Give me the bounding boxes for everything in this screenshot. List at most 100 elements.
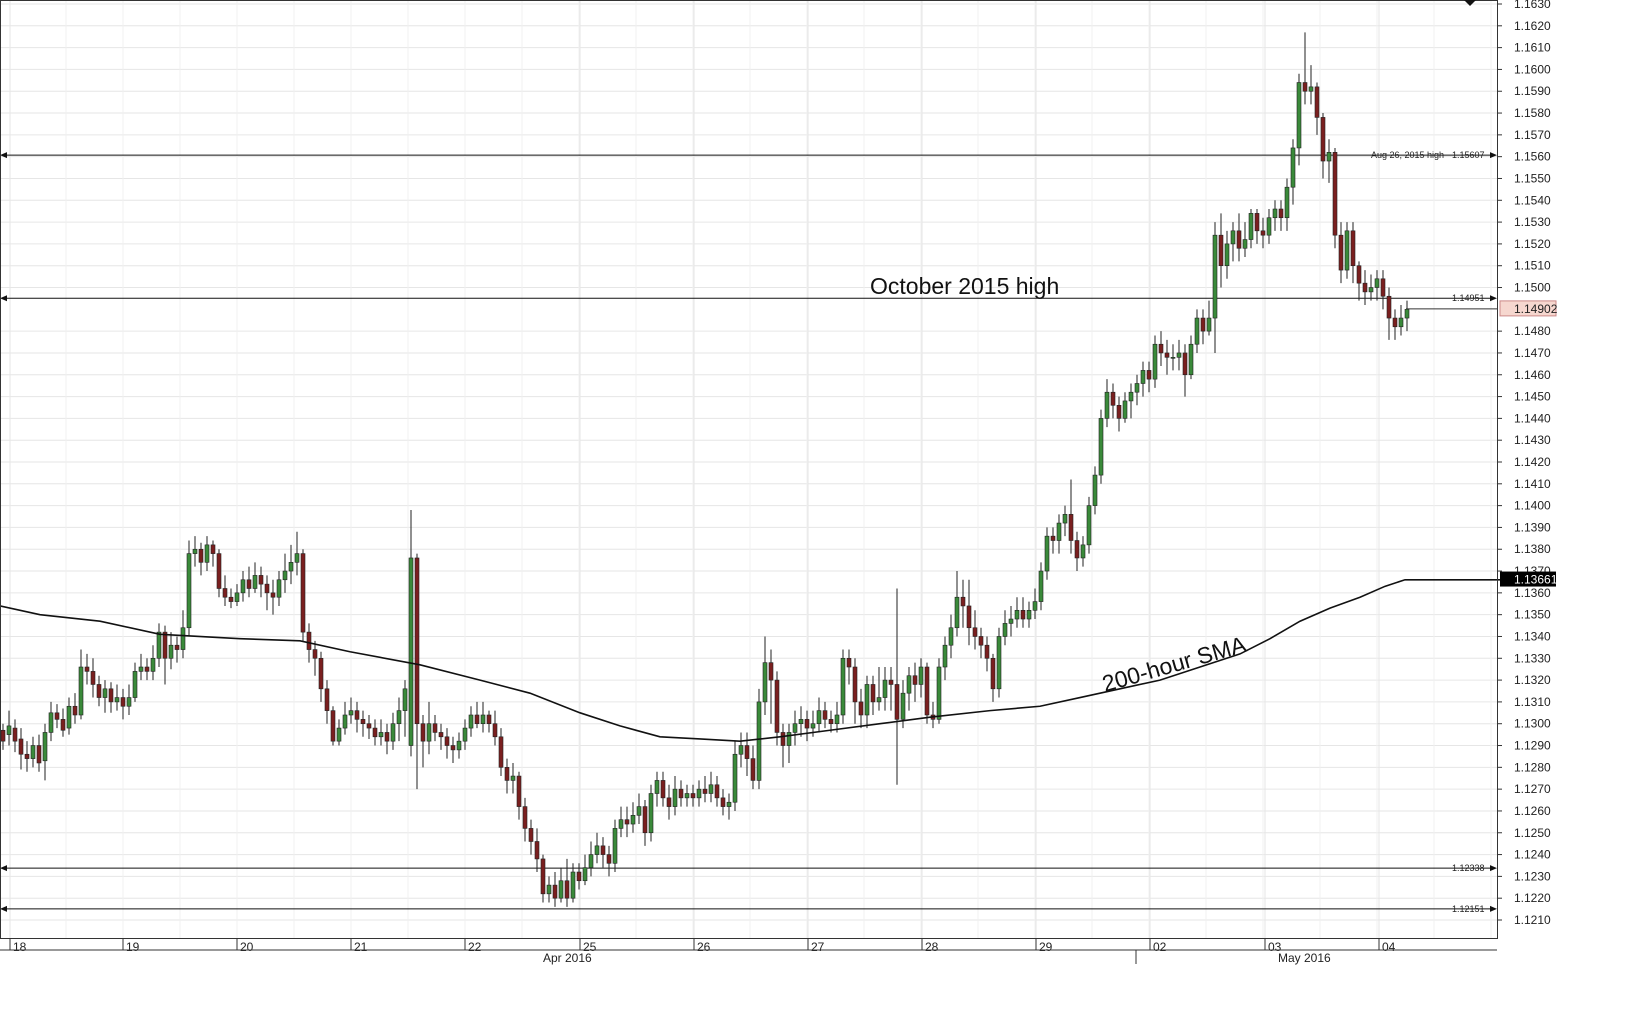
- candle-body: [546, 884, 552, 895]
- candle-body: [882, 679, 888, 698]
- candle-body: [1356, 265, 1362, 284]
- level-value-label: 1.14951: [1452, 293, 1485, 303]
- candle-body: [1080, 544, 1086, 559]
- candle-body: [912, 675, 918, 685]
- candle-body: [684, 793, 690, 799]
- candle-body: [1158, 343, 1164, 354]
- candle-body: [198, 548, 204, 563]
- candle-body: [906, 675, 912, 694]
- candle-body: [612, 828, 618, 864]
- y-tick-label: 1.1280: [1514, 760, 1551, 774]
- candle-body: [516, 775, 522, 807]
- horizontal-levels: 1.15607 Aug 26, 2015 high 1.14951 1.12338 1.…: [0, 150, 1497, 914]
- candle-body: [186, 553, 192, 629]
- candle-body: [1026, 610, 1032, 620]
- y-tick-label: 1.1400: [1514, 499, 1551, 513]
- candle-body: [768, 662, 774, 681]
- y-tick-label: 1.1230: [1514, 869, 1551, 883]
- plot-frame: [0, 0, 1498, 939]
- candle-body: [708, 784, 714, 794]
- level-arrow-left: [0, 865, 7, 872]
- level-value-label: 1.15607: [1452, 150, 1485, 160]
- candle-body: [1296, 82, 1302, 149]
- candle-body: [1056, 522, 1062, 541]
- month-label: May 2016: [1278, 951, 1331, 965]
- sma-200-line: [0, 578, 1500, 742]
- candle-body: [1236, 230, 1242, 249]
- candle-body: [468, 714, 474, 729]
- candle-body: [1284, 186, 1290, 219]
- candle-body: [90, 671, 96, 685]
- candle-body: [984, 644, 990, 659]
- y-tick-label: 1.1450: [1514, 390, 1551, 404]
- candle-body: [738, 745, 744, 755]
- candle-body: [798, 719, 804, 725]
- candle-body: [1170, 357, 1176, 359]
- candle-body: [918, 666, 924, 685]
- candle-body: [180, 627, 186, 650]
- candle-body: [168, 644, 174, 659]
- y-tick-label: 1.1330: [1514, 651, 1551, 665]
- candle-body: [138, 666, 144, 672]
- candle-body: [294, 553, 300, 563]
- candle-body: [792, 723, 798, 733]
- y-tick-label: 1.1290: [1514, 739, 1551, 753]
- candle-body: [102, 688, 108, 698]
- candle-body: [1008, 618, 1014, 624]
- candle-body: [312, 649, 318, 659]
- x-tick-label: 26: [697, 940, 711, 954]
- candle-body: [786, 732, 792, 746]
- candle-body: [1188, 343, 1194, 376]
- candle-body: [1110, 391, 1116, 406]
- level-value-label: 1.12338: [1452, 863, 1485, 873]
- candle-body: [276, 579, 282, 598]
- candle-body: [954, 596, 960, 629]
- x-tick-label: 19: [126, 940, 140, 954]
- y-tick-label: 1.1530: [1514, 215, 1551, 229]
- candle-body: [1044, 535, 1050, 572]
- candle-body: [960, 596, 966, 607]
- y-tick-label: 1.1460: [1514, 368, 1551, 382]
- candle-body: [492, 723, 498, 738]
- candle-body: [114, 697, 120, 703]
- y-tick-label: 1.1520: [1514, 237, 1551, 251]
- candle-body: [216, 553, 222, 589]
- candle-body: [264, 583, 270, 594]
- candle-body: [1176, 352, 1182, 358]
- candle-body: [1152, 343, 1158, 380]
- candle-body: [42, 732, 48, 762]
- candle-body: [678, 788, 684, 799]
- candle-body: [318, 657, 324, 690]
- candle-body: [672, 788, 678, 807]
- candle-body: [564, 880, 570, 899]
- x-tick-label: 20: [240, 940, 254, 954]
- y-tick-label: 1.1550: [1514, 171, 1551, 185]
- candle-body: [342, 714, 348, 729]
- candle-body: [432, 723, 438, 733]
- candle-body: [1212, 234, 1218, 319]
- candle-body: [900, 692, 906, 720]
- candle-body: [372, 727, 378, 738]
- candle-body: [816, 710, 822, 725]
- candle-body: [1074, 540, 1080, 559]
- candle-body: [1098, 418, 1104, 476]
- y-tick-label: 1.1350: [1514, 608, 1551, 622]
- level-arrow-right: [1490, 152, 1497, 159]
- candle-body: [258, 575, 264, 585]
- candle-body: [24, 753, 30, 759]
- candle-body: [414, 557, 420, 725]
- candle-body: [438, 732, 444, 738]
- candle-body: [1266, 217, 1272, 236]
- candle-body: [126, 697, 132, 707]
- candle-body: [1362, 282, 1368, 293]
- candle-body: [498, 736, 504, 768]
- candle-body: [1182, 352, 1188, 376]
- candle-body: [804, 719, 810, 729]
- candle-body: [594, 845, 600, 855]
- candle-body: [1206, 317, 1212, 332]
- y-tick-label: 1.1440: [1514, 411, 1551, 425]
- candle-body: [60, 719, 66, 731]
- candle-body: [618, 819, 624, 829]
- candle-body: [1062, 514, 1068, 524]
- candle-body: [1386, 295, 1392, 319]
